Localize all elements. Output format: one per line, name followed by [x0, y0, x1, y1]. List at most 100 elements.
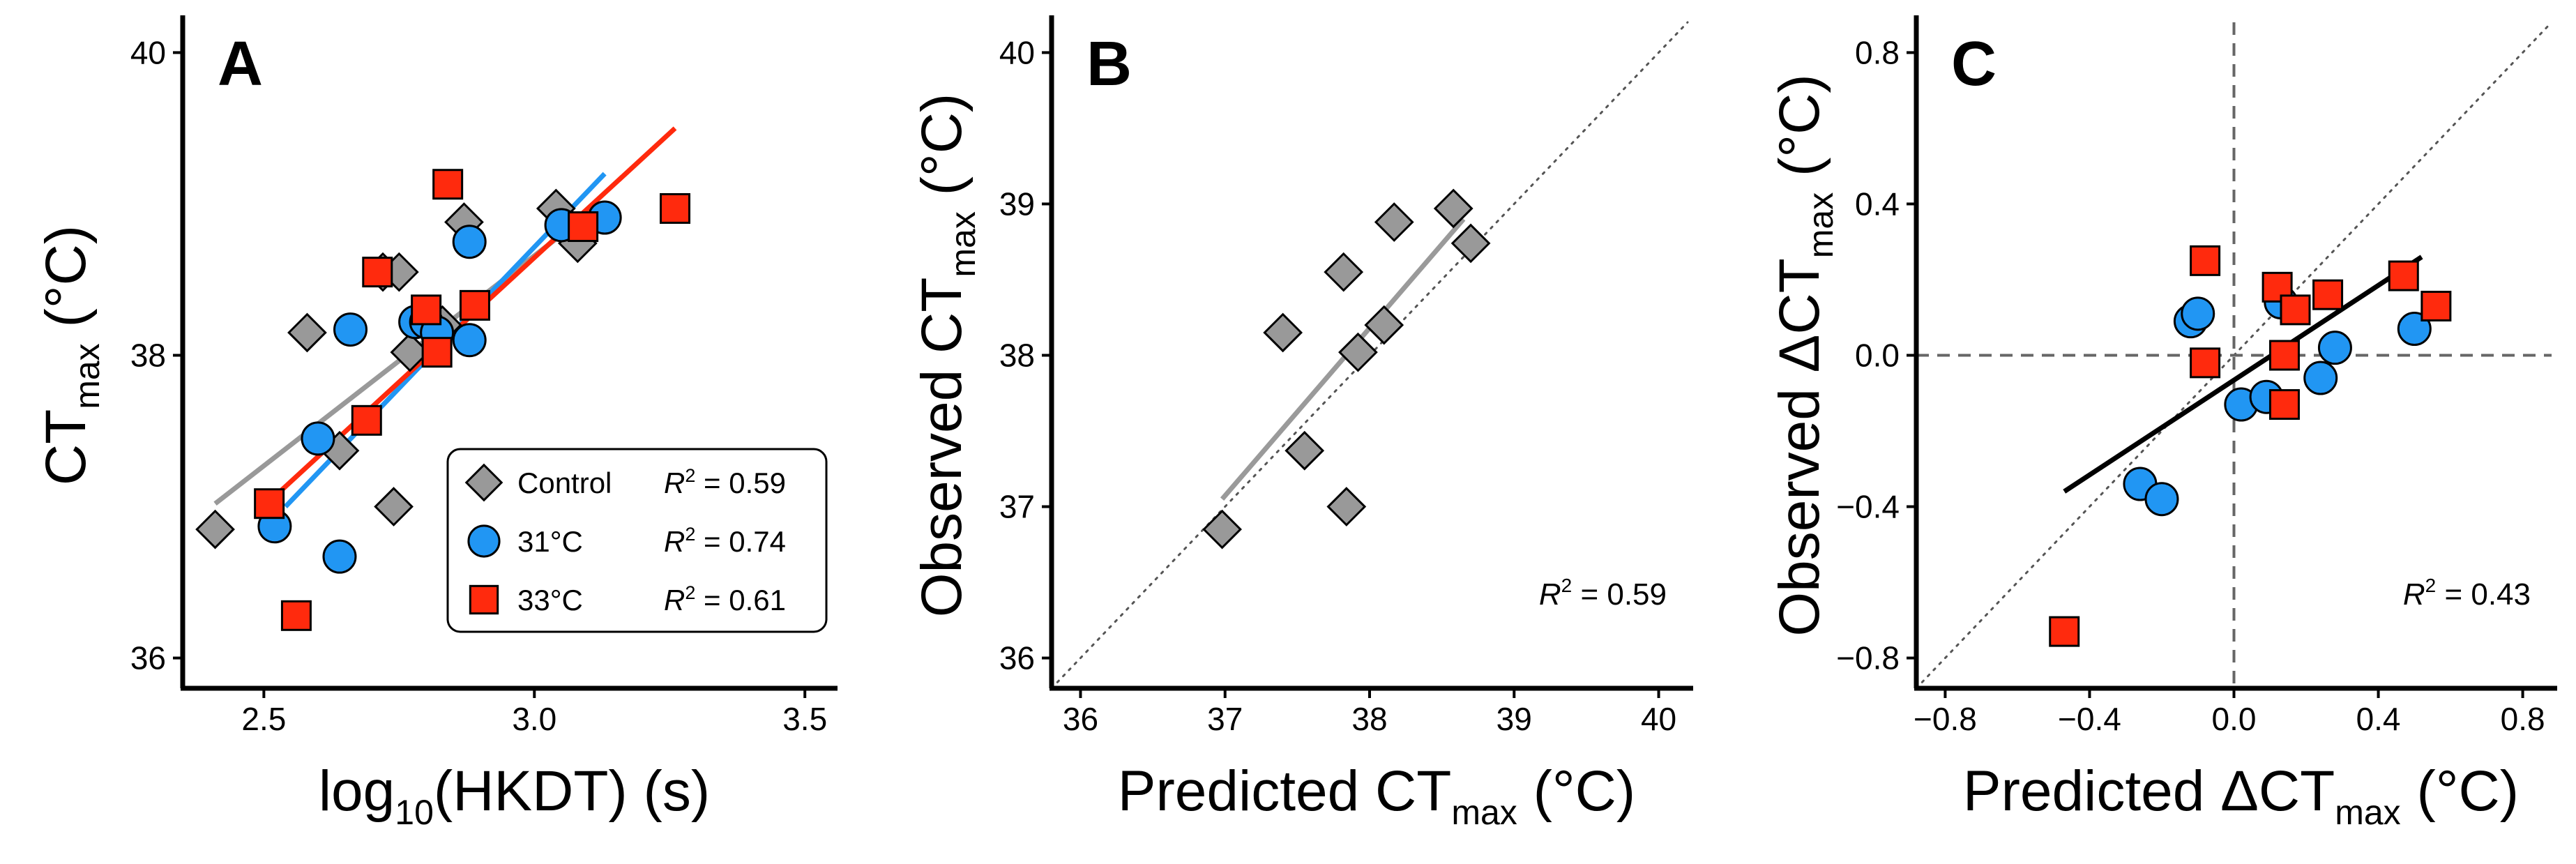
point-33c-0 [2049, 616, 2080, 647]
point-31c-8 [452, 323, 487, 358]
point-control-0 [1202, 509, 1242, 550]
point-33c-8 [2388, 260, 2419, 291]
x-tick-label: 38 [1351, 701, 1387, 737]
legend-r2-sup-1: 2 [685, 524, 695, 545]
legend-box [446, 448, 828, 633]
r2-annotation-r: R [2403, 577, 2425, 612]
x-axis-title-main: log [319, 759, 395, 823]
x-axis-title-main: Predicted ΔCT [1963, 759, 2335, 823]
legend-r2-r-2: R [664, 584, 685, 616]
y-axis-title-rest: (°C) [1768, 74, 1831, 192]
y-axis-title-main: CT [34, 409, 98, 485]
legend-marker-1 [467, 524, 501, 558]
fit-line-control [213, 220, 579, 506]
y-axis-title-rest: (°C) [910, 93, 973, 211]
y-axis-title: Observed CTmax (°C) [910, 93, 983, 617]
x-tick-label: 36 [1063, 701, 1098, 737]
point-31c-7 [2303, 361, 2338, 395]
x-axis-title-sub: max [1451, 793, 1517, 832]
y-axis-title-sub: max [1801, 192, 1840, 258]
legend-r2-value-1: = 0.74 [695, 525, 786, 558]
point-31c-8 [2317, 331, 2352, 365]
legend-r2-2: R2 = 0.61 [664, 582, 786, 616]
point-33c-0 [254, 488, 285, 520]
legend-marker-0 [464, 463, 503, 502]
panel-label: B [1086, 29, 1132, 99]
legend-r2-1: R2 = 0.74 [664, 524, 786, 558]
point-control-6 [1364, 305, 1404, 345]
r2-annotation-value: = 0.59 [1572, 577, 1667, 612]
x-tick-label: 0.4 [2356, 701, 2401, 737]
x-tick-label: 0.8 [2501, 701, 2545, 737]
y-tick-label: 0.0 [1855, 338, 1900, 374]
x-tick-label: 3.5 [782, 701, 827, 737]
panel-c: −0.8 −0.4 0.0 0.4 0.8 −0.8 −0.4 0.0 0.4 0.8 Predic… [1768, 15, 2557, 832]
y-axis-title-rest: (°C) [34, 225, 98, 343]
y-axis-title: Observed ΔCTmax (°C) [1768, 74, 1840, 636]
r2-annotation-r: R [1539, 577, 1561, 612]
x-axis-title-sub: 10 [395, 793, 434, 832]
y-tick-label: −0.4 [1836, 489, 1900, 525]
y-tick-label: 38 [999, 338, 1035, 374]
legend-r2-value-0: = 0.59 [695, 467, 786, 499]
point-33c-4 [411, 294, 442, 326]
point-control-0 [195, 509, 235, 550]
point-33c-6 [2280, 294, 2311, 326]
point-33c-6 [432, 169, 464, 200]
point-control-7 [1374, 202, 1414, 242]
y-axis-title-sub: max [944, 211, 983, 277]
point-33c-3 [362, 257, 393, 288]
y-tick-label: 40 [130, 34, 166, 70]
point-31c-3 [2181, 296, 2215, 331]
y-tick-label: 38 [130, 338, 166, 374]
panel-label: C [1951, 29, 1997, 99]
y-tick-label: 0.4 [1855, 185, 1900, 222]
y-tick-label: 36 [999, 640, 1035, 676]
point-control-3 [1324, 252, 1364, 292]
point-33c-1 [2190, 245, 2221, 276]
point-control-1 [1263, 312, 1303, 353]
point-control-5 [1338, 332, 1378, 372]
legend-marker-2 [469, 584, 499, 615]
point-control-4 [374, 487, 414, 526]
x-axis-title-rest: (HKDT) (s) [434, 759, 710, 823]
legend-r2-sup-2: 2 [685, 582, 695, 603]
point-33c-2 [2190, 347, 2221, 379]
point-31c-7 [452, 225, 487, 259]
legend-r2-0: R2 = 0.59 [664, 465, 786, 499]
x-axis-title-main: Predicted CT [1118, 759, 1452, 823]
x-tick-label: −0.4 [2058, 701, 2121, 737]
x-axis-title-sub: max [2335, 793, 2400, 832]
x-tick-label: 0.0 [2212, 701, 2257, 737]
legend-r2-sup-0: 2 [685, 465, 695, 486]
y-axis-title: CTmax (°C) [34, 225, 107, 485]
x-axis-title: Predicted ΔCTmax (°C) [1963, 759, 2519, 832]
point-31c-2 [322, 539, 357, 574]
x-tick-label: 3.0 [512, 701, 556, 737]
x-axis-title: log10(HKDT) (s) [319, 759, 710, 832]
x-axis-title-rest: (°C) [1517, 759, 1635, 823]
point-31c-1 [2144, 482, 2179, 517]
r2-annotation-sup: 2 [2425, 575, 2437, 596]
x-tick-label: −0.8 [1914, 701, 1977, 737]
point-33c-1 [280, 600, 312, 631]
point-33c-5 [2268, 389, 2300, 420]
legend-r2-value-2: = 0.61 [695, 584, 786, 616]
point-33c-9 [2420, 290, 2452, 321]
r2-annotation: R2 = 0.59 [1539, 575, 1667, 612]
x-tick-label: 2.5 [241, 701, 286, 737]
r2-annotation-value: = 0.43 [2436, 577, 2531, 612]
legend-r2-r-1: R [664, 525, 685, 558]
point-control-8 [1433, 188, 1473, 229]
y-tick-label: 39 [999, 185, 1035, 222]
legend-label-2: 33°C [517, 584, 583, 616]
point-control-2 [1285, 430, 1325, 471]
point-31c-3 [333, 312, 368, 347]
point-33c-7 [459, 289, 490, 321]
fit-line-control [1220, 217, 1466, 501]
panel-a: 2.5 3.0 3.5 36 38 40 log10(HKDT) (s) CTmax (°C)… [34, 15, 838, 832]
y-tick-label: 0.8 [1855, 34, 1900, 70]
point-31c-1 [301, 421, 335, 456]
